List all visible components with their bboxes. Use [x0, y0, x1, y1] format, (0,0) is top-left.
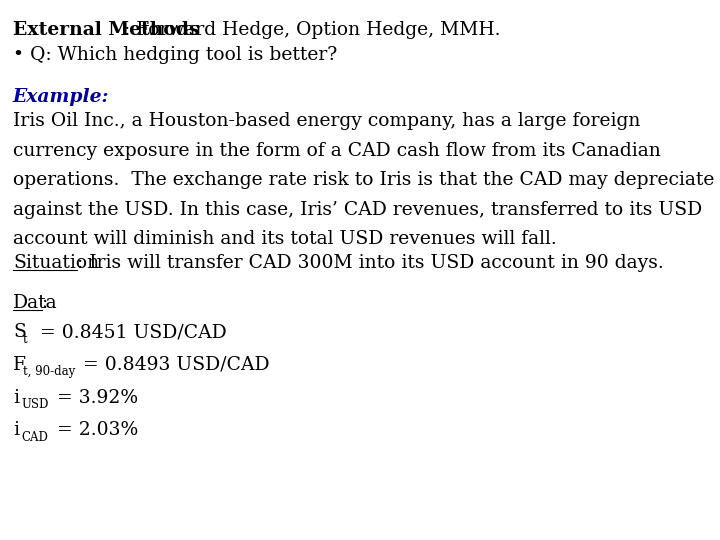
Text: = 0.8493 USD/CAD: = 0.8493 USD/CAD	[77, 355, 270, 374]
Text: External Methods: External Methods	[13, 22, 199, 39]
Text: :: :	[42, 294, 48, 312]
Text: S: S	[13, 323, 26, 341]
Text: t, 90-day: t, 90-day	[23, 365, 75, 378]
Text: USD: USD	[22, 399, 49, 411]
Text: currency exposure in the form of a CAD cash flow from its Canadian: currency exposure in the form of a CAD c…	[13, 141, 661, 160]
Text: account will diminish and its total USD revenues will fall.: account will diminish and its total USD …	[13, 230, 557, 248]
Text: Situation: Situation	[13, 254, 99, 272]
Text: = 0.8451 USD/CAD: = 0.8451 USD/CAD	[34, 323, 227, 341]
Text: = 2.03%: = 2.03%	[51, 421, 138, 439]
Text: against the USD. In this case, Iris’ CAD revenues, transferred to its USD: against the USD. In this case, Iris’ CAD…	[13, 200, 702, 219]
Text: i: i	[13, 389, 19, 407]
Text: F: F	[13, 355, 26, 374]
Text: = 3.92%: = 3.92%	[51, 389, 138, 407]
Text: Iris Oil Inc., a Houston-based energy company, has a large foreign: Iris Oil Inc., a Houston-based energy co…	[13, 112, 640, 130]
Text: CAD: CAD	[22, 431, 49, 444]
Text: Example:: Example:	[13, 88, 109, 106]
Text: : Iris will transfer CAD 300M into its USD account in 90 days.: : Iris will transfer CAD 300M into its U…	[77, 254, 664, 272]
Text: : Forward Hedge, Option Hedge, MMH.: : Forward Hedge, Option Hedge, MMH.	[124, 22, 500, 39]
Text: • Q: Which hedging tool is better?: • Q: Which hedging tool is better?	[13, 45, 337, 64]
Text: operations.  The exchange rate risk to Iris is that the CAD may depreciate: operations. The exchange rate risk to Ir…	[13, 171, 714, 189]
Text: t: t	[23, 333, 27, 346]
Text: i: i	[13, 421, 19, 439]
Text: Data: Data	[13, 294, 58, 312]
